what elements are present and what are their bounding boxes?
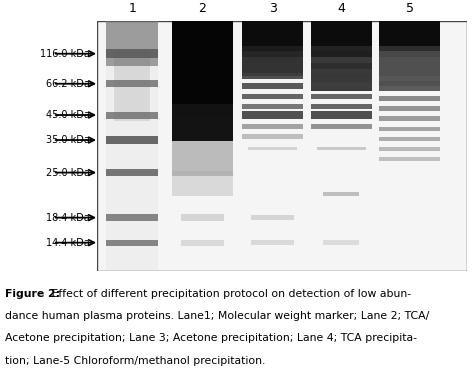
Text: 3: 3	[269, 2, 277, 15]
Bar	[310, 21, 372, 51]
Bar	[317, 147, 365, 150]
Bar	[310, 94, 372, 99]
Bar	[379, 137, 440, 141]
Bar	[310, 46, 372, 91]
Bar	[242, 64, 303, 69]
Text: Effect of different precipitation protocol on detection of low abun-: Effect of different precipitation protoc…	[48, 289, 411, 299]
Bar	[379, 147, 440, 151]
Bar	[172, 21, 233, 116]
Bar	[310, 84, 372, 89]
Bar	[379, 46, 440, 91]
Text: 66.2 kDa: 66.2 kDa	[46, 79, 90, 89]
Text: 1: 1	[128, 2, 136, 15]
Bar	[310, 104, 372, 109]
Bar	[106, 21, 158, 271]
Bar	[379, 106, 440, 111]
Bar	[181, 214, 224, 221]
Bar	[114, 51, 150, 121]
Text: Acetone precipitation; Lane 3; Acetone precipitation; Lane 4; TCA precipita-: Acetone precipitation; Lane 3; Acetone p…	[5, 333, 417, 343]
Bar	[379, 96, 440, 101]
Bar	[310, 50, 372, 57]
Text: tion; Lane-5 Chloroform/methanol precipitation.: tion; Lane-5 Chloroform/methanol precipi…	[5, 356, 265, 366]
Text: 4: 4	[337, 2, 345, 15]
Text: 5: 5	[406, 2, 414, 15]
Bar	[251, 240, 294, 245]
Bar	[172, 171, 233, 196]
Bar	[242, 111, 303, 119]
Text: 35.0 kDa: 35.0 kDa	[46, 135, 90, 145]
Bar	[106, 80, 158, 87]
Bar	[251, 215, 294, 220]
Bar	[379, 76, 440, 82]
Text: 14.4 kDa: 14.4 kDa	[46, 238, 90, 248]
Text: 25.0 kDa: 25.0 kDa	[46, 167, 90, 177]
Bar	[242, 46, 303, 76]
Text: 116.0 kDa: 116.0 kDa	[40, 49, 90, 59]
Bar	[242, 104, 303, 109]
Bar	[242, 74, 303, 79]
Bar	[310, 74, 372, 79]
Bar	[323, 240, 359, 245]
Bar	[379, 64, 440, 69]
Bar	[248, 147, 297, 150]
Bar	[379, 50, 440, 57]
Bar	[310, 111, 372, 119]
Bar	[379, 127, 440, 131]
Bar	[106, 112, 158, 119]
Bar	[310, 124, 372, 129]
Bar	[106, 136, 158, 144]
Bar	[106, 49, 158, 58]
Bar	[242, 134, 303, 139]
Text: dance human plasma proteins. Lane1; Molecular weight marker; Lane 2; TCA/: dance human plasma proteins. Lane1; Mole…	[5, 311, 429, 321]
Bar	[379, 21, 440, 51]
Bar	[106, 214, 158, 221]
Bar	[242, 124, 303, 129]
Bar	[172, 141, 233, 176]
Bar	[242, 21, 303, 51]
Bar	[242, 94, 303, 99]
Bar	[379, 86, 440, 92]
Bar	[323, 192, 359, 196]
Bar	[242, 84, 303, 89]
Bar	[172, 104, 233, 141]
Bar	[379, 116, 440, 121]
Bar	[242, 50, 303, 57]
Bar	[181, 239, 224, 246]
Bar	[106, 169, 158, 176]
Bar	[106, 239, 158, 246]
Bar	[310, 64, 372, 69]
Text: 45.0 kDa: 45.0 kDa	[46, 110, 90, 120]
Text: 2: 2	[199, 2, 207, 15]
Text: Figure 2:: Figure 2:	[5, 289, 60, 299]
Bar	[172, 21, 233, 141]
Text: 18.4 kDa: 18.4 kDa	[46, 213, 90, 223]
Bar	[106, 21, 158, 66]
Bar	[379, 157, 440, 161]
